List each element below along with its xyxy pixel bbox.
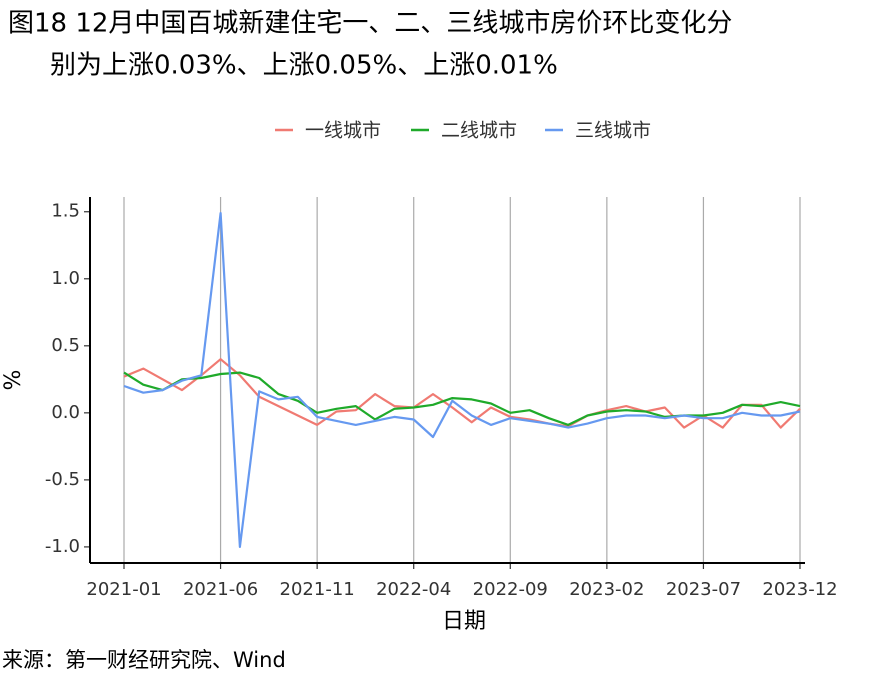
x-tick-label: 2021-11 [280, 579, 355, 600]
data-line [123, 212, 801, 548]
x-tick-label: 2022-09 [473, 579, 548, 600]
y-tick-label: -0.5 [45, 469, 80, 490]
source: 来源：第一财经研究院、Wind [2, 648, 286, 672]
y-tick-label: 1.0 [51, 268, 80, 289]
y-tick-label: 0.5 [51, 335, 80, 356]
x-tick-label: 2023-07 [666, 579, 741, 600]
chart-title: 图18 12月中国百城新建住宅一、二、三线城市房价环比变化分 [8, 9, 732, 39]
chart-title: 别为上涨0.03%、上涨0.05%、上涨0.01% [50, 51, 558, 81]
legend-label: 三线城市 [575, 120, 651, 142]
x-axis-label: 日期 [442, 609, 486, 634]
y-tick-label: 1.5 [51, 201, 80, 222]
y-tick-label: 0.0 [51, 402, 80, 423]
x-tick-label: 2023-02 [569, 579, 644, 600]
x-tick-label: 2021-06 [183, 579, 258, 600]
x-tick-label: 2021-01 [86, 579, 161, 600]
y-tick-label: -1.0 [45, 536, 80, 557]
legend-label: 一线城市 [305, 120, 381, 142]
y-axis-label: % [1, 370, 26, 391]
legend-label: 二线城市 [441, 120, 517, 142]
x-tick-label: 2023-12 [762, 579, 837, 600]
x-tick-label: 2022-04 [376, 579, 451, 600]
